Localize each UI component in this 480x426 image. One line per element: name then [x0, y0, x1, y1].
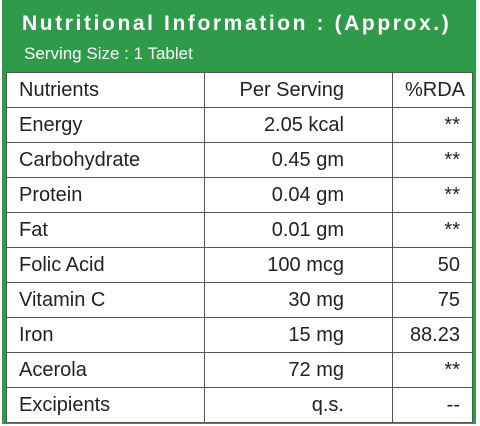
- title: Nutritional Information : (Approx.): [22, 12, 452, 35]
- table-row: Energy 2.05 kcal **: [6, 107, 473, 143]
- column-header: %RDA: [392, 72, 473, 108]
- table-cell: **: [392, 142, 473, 178]
- table-row: Iron 15 mg 88.23: [6, 317, 473, 353]
- table-row: Excipients q.s. --: [6, 387, 473, 423]
- table-cell: 72 mg: [204, 352, 393, 388]
- table-cell: **: [392, 212, 473, 248]
- table-cell: 2.05 kcal: [204, 107, 393, 143]
- table-cell: Acerola: [6, 352, 205, 388]
- table-cell: 75: [392, 282, 473, 318]
- table-cell: **: [392, 107, 473, 143]
- table-cell: Iron: [6, 317, 205, 353]
- table-body: Energy 2.05 kcal ** Carbohydrate 0.45 gm ** Pr…: [6, 107, 473, 423]
- table-cell: 88.23: [392, 317, 473, 353]
- table-row: Protein 0.04 gm **: [6, 177, 473, 213]
- column-header: Per Serving: [204, 72, 393, 108]
- table-cell: 15 mg: [204, 317, 393, 353]
- serving-size: Serving Size : 1 Tablet: [24, 44, 193, 63]
- table-cell: Excipients: [6, 387, 205, 423]
- table-cell: Vitamin C: [6, 282, 205, 318]
- header-row: Nutrients Per Serving %RDA: [6, 72, 473, 108]
- table-cell: 0.04 gm: [204, 177, 393, 213]
- table-cell: Energy: [6, 107, 205, 143]
- table-row: Folic Acid 100 mcg 50: [6, 247, 473, 283]
- table-cell: q.s.: [204, 387, 393, 423]
- table-cell: 0.01 gm: [204, 212, 393, 248]
- table-cell: Carbohydrate: [6, 142, 205, 178]
- table-cell: --: [392, 387, 473, 423]
- table-cell: **: [392, 352, 473, 388]
- table-cell: 30 mg: [204, 282, 393, 318]
- table-cell: 0.45 gm: [204, 142, 393, 178]
- column-header: Nutrients: [6, 72, 205, 108]
- table-row: Carbohydrate 0.45 gm **: [6, 142, 473, 178]
- table-cell: Folic Acid: [6, 247, 205, 283]
- nutrition-table: Nutrients Per Serving %RDA Energy 2.05 kcal…: [6, 72, 473, 423]
- table-cell: Protein: [6, 177, 205, 213]
- table-row: Fat 0.01 gm **: [6, 212, 473, 248]
- table-cell: 100 mcg: [204, 247, 393, 283]
- table-cell: Fat: [6, 212, 205, 248]
- table-cell: 50: [392, 247, 473, 283]
- table-row: Acerola 72 mg **: [6, 352, 473, 388]
- table-row: Vitamin C 30 mg 75: [6, 282, 473, 318]
- table-cell: **: [392, 177, 473, 213]
